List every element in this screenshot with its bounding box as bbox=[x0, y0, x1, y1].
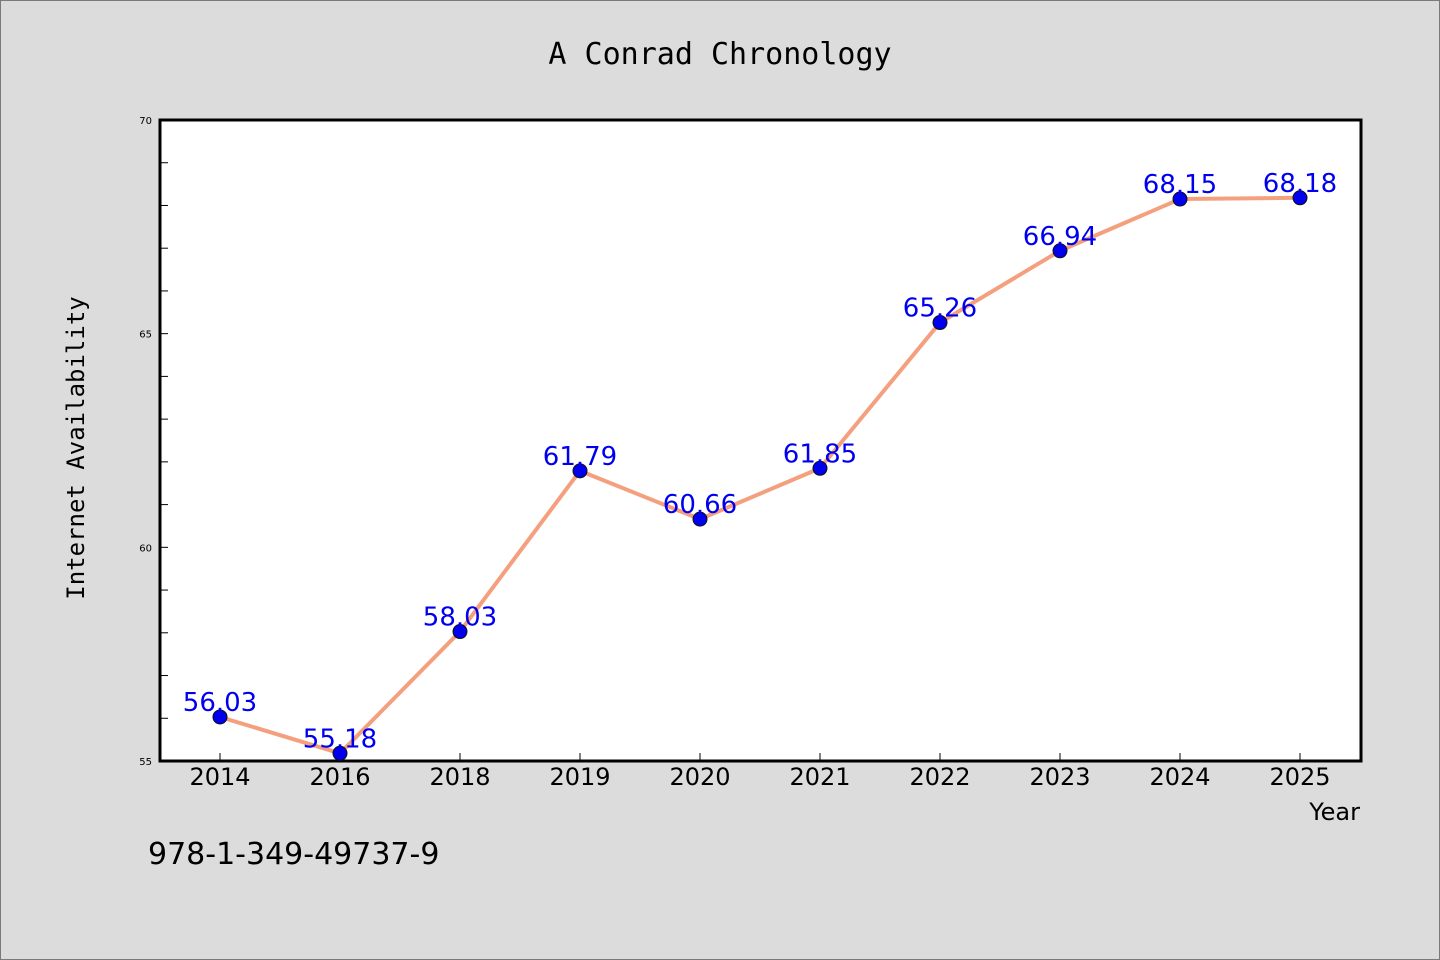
isbn-text: 978-1-349-49737-9 bbox=[148, 837, 439, 872]
data-point bbox=[212, 709, 228, 725]
x-tick-label: 2014 bbox=[189, 763, 250, 791]
data-point bbox=[452, 624, 468, 640]
data-label: 55.18 bbox=[303, 724, 377, 754]
x-tick-label: 2016 bbox=[309, 763, 370, 791]
data-label: 66.94 bbox=[1023, 222, 1097, 252]
data-point bbox=[572, 463, 588, 479]
x-tick-label: 2022 bbox=[909, 763, 970, 791]
data-point bbox=[1172, 191, 1188, 207]
data-label: 61.85 bbox=[783, 439, 857, 469]
chart-title: A Conrad Chronology bbox=[548, 37, 891, 72]
data-point bbox=[1052, 243, 1068, 259]
x-axis-label: Year bbox=[1308, 798, 1360, 826]
y-axis-label: Internet Availability bbox=[62, 296, 90, 599]
series-layer bbox=[212, 190, 1308, 761]
x-axis-ticks: 2014 2016 2018 2019 2020 2021 2022 2023 2024 2025 bbox=[189, 753, 1331, 791]
x-tick-label: 2024 bbox=[1149, 763, 1210, 791]
y-tick-label: 55 bbox=[139, 757, 152, 768]
data-point bbox=[692, 511, 708, 527]
data-label: 68.18 bbox=[1263, 169, 1337, 199]
data-point bbox=[1292, 190, 1308, 206]
x-tick-label: 2019 bbox=[549, 763, 610, 791]
x-tick-label: 2018 bbox=[429, 763, 490, 791]
x-tick-label: 2021 bbox=[789, 763, 850, 791]
x-tick-label: 2020 bbox=[669, 763, 730, 791]
x-tick-label: 2025 bbox=[1269, 763, 1330, 791]
y-tick-label: 70 bbox=[139, 116, 152, 127]
data-label: 58.03 bbox=[423, 603, 497, 633]
y-axis-ticks: 55 60 65 70 bbox=[139, 116, 168, 768]
data-label: 68.15 bbox=[1143, 170, 1217, 200]
series-line bbox=[218, 195, 1302, 756]
data-point bbox=[932, 315, 948, 331]
plot-area bbox=[158, 118, 1363, 763]
data-label: 65.26 bbox=[903, 294, 977, 324]
y-tick-label: 60 bbox=[139, 543, 152, 554]
data-point bbox=[332, 745, 348, 761]
y-tick-label: 65 bbox=[139, 330, 152, 341]
x-tick-label: 2023 bbox=[1029, 763, 1090, 791]
data-point bbox=[812, 460, 828, 476]
data-label: 61.79 bbox=[543, 442, 617, 472]
data-label: 60.66 bbox=[663, 490, 737, 520]
data-label: 56.03 bbox=[183, 688, 257, 718]
data-labels-layer: 56.03 55.18 58.03 61.79 60.66 61.85 65.26 66.94… bbox=[183, 169, 1337, 755]
